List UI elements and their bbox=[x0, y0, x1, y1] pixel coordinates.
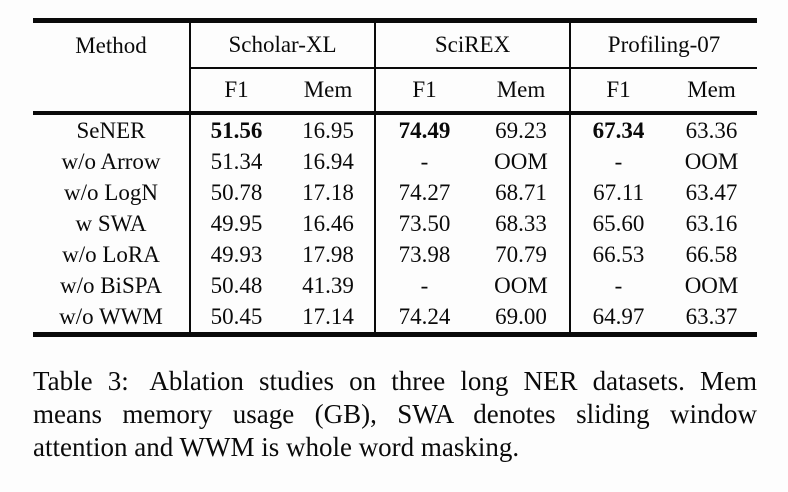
mem-cell: OOM bbox=[684, 272, 739, 298]
col-header-mem: Mem bbox=[666, 68, 758, 115]
mem-cell: 63.37 bbox=[685, 303, 738, 329]
method-cell: w/o WWM bbox=[59, 303, 163, 329]
f1-cell: 50.78 bbox=[189, 177, 282, 208]
mem-cell: 70.79 bbox=[495, 241, 547, 267]
f1-cell: - bbox=[374, 146, 473, 177]
f1-cell: 49.95 bbox=[189, 208, 282, 239]
table-row-wo-lora: w/o LoRA 49.93 17.98 73.98 70.79 66.53 6… bbox=[33, 239, 757, 270]
f1-cell: - bbox=[374, 270, 473, 301]
f1-cell: 74.49 bbox=[374, 113, 473, 146]
mem-cell: 63.47 bbox=[685, 179, 738, 205]
method-cell: w/o Arrow bbox=[61, 148, 161, 174]
mem-cell: 16.94 bbox=[302, 148, 354, 174]
method-cell: w/o LoRA bbox=[62, 241, 160, 267]
mem-cell: 63.36 bbox=[685, 117, 738, 143]
mem-cell: 63.16 bbox=[685, 210, 738, 236]
method-cell: w/o LogN bbox=[64, 179, 158, 205]
caption-line-2: means memory usage (GB), SWA denotes sli… bbox=[33, 399, 757, 429]
table-row-wo-logn: w/o LogN 50.78 17.18 74.27 68.71 67.11 6… bbox=[33, 177, 757, 208]
f1-cell: - bbox=[569, 270, 667, 301]
col-header-f1: F1 bbox=[374, 68, 473, 115]
mem-cell: 69.00 bbox=[495, 303, 547, 329]
f1-cell: 51.34 bbox=[189, 146, 282, 177]
table-caption: Table 3: Ablation studies on three long … bbox=[33, 365, 757, 464]
f1-cell: 65.60 bbox=[569, 208, 667, 239]
mem-cell: 16.46 bbox=[302, 210, 354, 236]
col-header-method: Method bbox=[75, 32, 147, 58]
f1-cell: 66.53 bbox=[569, 239, 667, 270]
mem-cell: 17.14 bbox=[302, 303, 354, 329]
table-metric-header-row: F1 Mem F1 Mem F1 Mem bbox=[33, 68, 758, 115]
col-group-scirex: SciREX bbox=[373, 20, 571, 69]
mem-cell: 69.23 bbox=[495, 117, 547, 143]
method-cell: w/o BiSPA bbox=[59, 272, 163, 298]
f1-cell: 73.50 bbox=[374, 208, 473, 239]
table-row-wo-bispa: w/o BiSPA 50.48 41.39 - OOM - OOM bbox=[33, 270, 757, 301]
mem-cell: 68.33 bbox=[495, 210, 547, 236]
mem-cell: 16.95 bbox=[302, 117, 354, 143]
caption-label: Table 3: bbox=[33, 366, 129, 396]
caption-text: Ablation studies on three long NER datas… bbox=[149, 366, 757, 396]
table-row-wo-wwm: w/o WWM 50.45 17.14 74.24 69.00 64.97 63… bbox=[33, 301, 757, 335]
table-row-sener: SeNER 51.56 16.95 74.49 69.23 67.34 63.3… bbox=[33, 113, 757, 146]
col-group-profiling-07: Profiling-07 bbox=[569, 20, 758, 69]
caption-line-3: attention and WWM is whole word masking. bbox=[33, 432, 520, 462]
f1-cell: 73.98 bbox=[374, 239, 473, 270]
mem-cell: 66.58 bbox=[685, 241, 738, 267]
f1-cell: 74.24 bbox=[374, 301, 473, 335]
f1-cell: 67.11 bbox=[569, 177, 667, 208]
f1-cell: 74.27 bbox=[374, 177, 473, 208]
method-cell: SeNER bbox=[76, 117, 146, 143]
col-header-f1: F1 bbox=[189, 68, 282, 115]
f1-cell: 49.93 bbox=[189, 239, 282, 270]
table-row-wo-arrow: w/o Arrow 51.34 16.94 - OOM - OOM bbox=[33, 146, 757, 177]
mem-cell: OOM bbox=[494, 148, 548, 174]
table-row-w-swa: w SWA 49.95 16.46 73.50 68.33 65.60 63.1… bbox=[33, 208, 757, 239]
col-header-f1: F1 bbox=[569, 68, 667, 115]
ablation-results-table: Method Scholar-XL SciREX Profiling-07 F1… bbox=[33, 18, 758, 337]
mem-cell: 17.98 bbox=[302, 241, 354, 267]
mem-cell: 41.39 bbox=[302, 272, 354, 298]
method-cell: w SWA bbox=[75, 210, 147, 236]
f1-cell: 50.48 bbox=[189, 270, 282, 301]
mem-cell: 17.18 bbox=[302, 179, 354, 205]
col-header-mem: Mem bbox=[473, 68, 571, 115]
table-group-header-row: Method Scholar-XL SciREX Profiling-07 bbox=[33, 20, 758, 69]
f1-cell: 50.45 bbox=[189, 301, 282, 335]
caption-line-1: Table 3: Ablation studies on three long … bbox=[33, 365, 757, 398]
f1-cell: 67.34 bbox=[569, 113, 667, 146]
mem-cell: 68.71 bbox=[495, 179, 547, 205]
f1-cell: 51.56 bbox=[189, 113, 282, 146]
col-group-scholar-xl: Scholar-XL bbox=[189, 20, 375, 69]
col-header-mem: Mem bbox=[282, 68, 375, 115]
f1-cell: - bbox=[569, 146, 667, 177]
mem-cell: OOM bbox=[684, 148, 739, 174]
mem-cell: OOM bbox=[494, 272, 548, 298]
f1-cell: 64.97 bbox=[569, 301, 667, 335]
col-header-empty bbox=[33, 68, 190, 115]
